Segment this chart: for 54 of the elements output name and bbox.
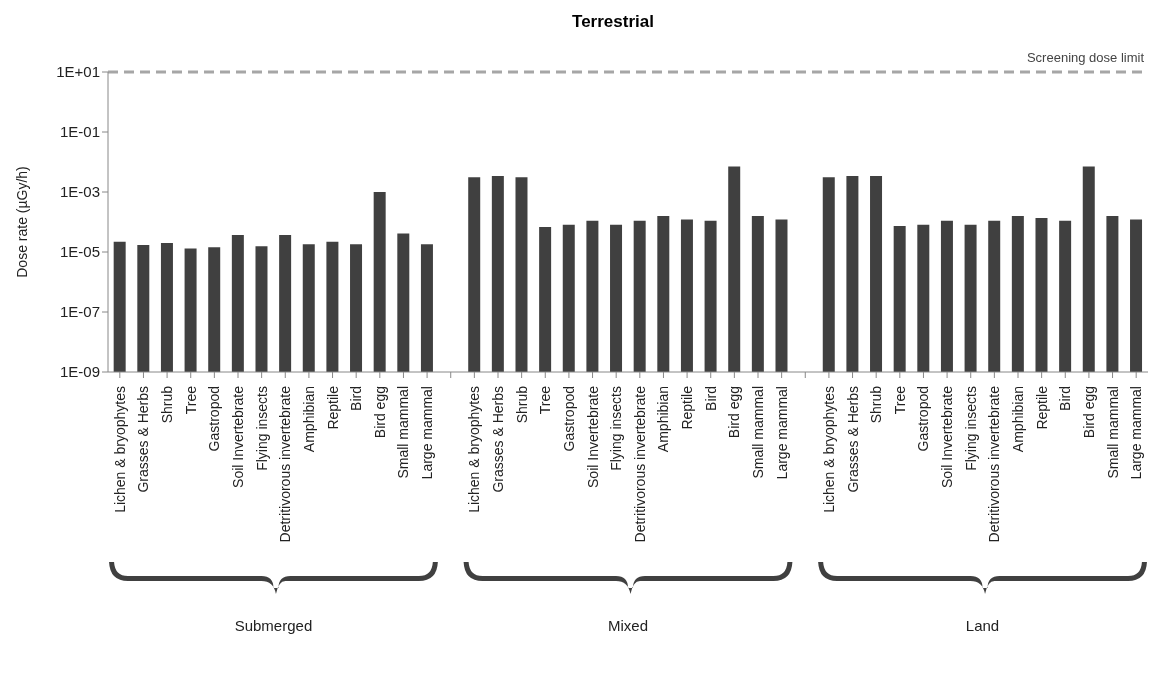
- x-tick-label: Shrub: [159, 385, 176, 424]
- y-tick-label: 1E-07: [59, 303, 100, 321]
- x-tick-label: Amphibian: [655, 386, 672, 453]
- x-tick-label: Gastropod: [206, 386, 223, 452]
- y-tick-label: 1E-01: [59, 123, 100, 141]
- x-tick-label: Detritivorous invertebrate: [277, 385, 294, 543]
- x-tick-label: Lichen & bryophytes: [820, 386, 837, 513]
- text: Land: [965, 617, 1000, 634]
- x-tick-label: Soil Invertebrate: [230, 385, 246, 488]
- x-tick-label: Gastropod: [560, 386, 577, 452]
- x-tick-label: Lichen & bryophytes: [466, 386, 483, 513]
- x-tick-label: Tree: [537, 385, 554, 415]
- y-axis-title: Dose rate (µGy/h): [13, 166, 30, 278]
- x-tick-label: Soil Invertebrate: [584, 385, 601, 488]
- x-tick-label: Large mammal: [419, 386, 436, 480]
- x-tick-label: Small mammal: [750, 386, 766, 479]
- x-tick-label: Tree: [891, 385, 908, 415]
- x-tick-label: Flying insects: [608, 386, 625, 471]
- y-tick-label: 1E-09: [59, 363, 100, 381]
- x-tick-label: Tree: [182, 385, 199, 415]
- x-tick-label: Lichen & bryophytes: [111, 386, 128, 513]
- x-tick-label: Reptile: [679, 385, 696, 430]
- x-tick-label: Amphibian: [1010, 386, 1026, 453]
- x-tick-label: Bird egg: [726, 386, 743, 439]
- x-tick-label: Soil Invertebrate: [939, 385, 956, 488]
- x-tick-label: Bird egg: [371, 386, 388, 439]
- x-tick-label: Large mammal: [1128, 386, 1145, 480]
- x-tick-label: Grasses & Herbs: [844, 386, 861, 493]
- y-tick-label: 1E-03: [59, 183, 100, 201]
- x-tick-label: Reptile: [324, 385, 341, 430]
- text: Mixed: [607, 617, 649, 634]
- x-tick-label: Gastropod: [915, 386, 932, 452]
- x-tick-label: Flying insects: [253, 386, 270, 471]
- x-tick-label: Large mammal: [773, 386, 790, 480]
- y-tick-label: 1E+01: [56, 63, 100, 81]
- y-tick-label: 1E-05: [59, 243, 100, 261]
- x-tick-label: Small mammal: [1104, 386, 1121, 479]
- x-tick-label: Flying insects: [962, 386, 979, 471]
- x-tick-label: Detritivorous invertebrate: [631, 385, 648, 543]
- x-tick-label: Bird egg: [1080, 386, 1097, 439]
- text: Submerged: [234, 617, 313, 634]
- x-tick-label: Bird: [702, 386, 719, 411]
- x-tick-label: Bird: [348, 386, 365, 411]
- x-tick-label: Reptile: [1033, 385, 1050, 430]
- x-tick-label: Shrub: [868, 385, 885, 424]
- x-tick-label: Grasses & Herbs: [135, 386, 152, 493]
- x-tick-label: Bird: [1057, 386, 1074, 411]
- chart-title: Terrestrial: [571, 12, 655, 31]
- x-tick-label: Shrub: [513, 385, 530, 424]
- ref-line-label: Screening dose limit: [1026, 50, 1145, 65]
- x-tick-label: Amphibian: [300, 386, 317, 453]
- x-tick-label: Grasses & Herbs: [490, 386, 506, 493]
- x-tick-label: Detritivorous invertebrate: [986, 385, 1003, 543]
- x-tick-label: Small mammal: [395, 386, 412, 479]
